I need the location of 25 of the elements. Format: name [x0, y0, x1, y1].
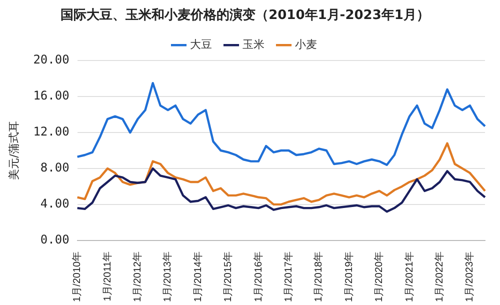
x-tick-label: 1月/2010年	[71, 251, 84, 302]
x-tick-label: 1月/2019年	[342, 251, 355, 302]
y-tick-label: 12.00	[33, 124, 70, 139]
y-tick-label: 0.00	[40, 232, 70, 247]
y-tick-label: 8.00	[40, 160, 70, 175]
x-tick-label: 1月/2011年	[101, 251, 114, 302]
legend-label: 玉米	[242, 38, 264, 51]
chart-title: 国际大豆、玉米和小麦价格的演变（2010年1月-2023年1月）	[60, 7, 430, 24]
x-tick-label: 1月/2017年	[282, 251, 294, 302]
y-tick-label: 16.00	[33, 88, 70, 103]
x-tick-label: 1月/2016年	[252, 251, 264, 302]
x-tick-label: 1月/2015年	[222, 251, 234, 302]
legend-label: 大豆	[190, 38, 212, 51]
legend-label: 小麦	[294, 38, 317, 51]
x-tick-label: 1月/2018年	[312, 251, 325, 302]
y-tick-label: 20.00	[33, 52, 70, 67]
x-tick-label: 1月/2020年	[373, 251, 386, 302]
y-tick-label: 4.00	[40, 196, 70, 211]
x-tick-label: 1月/2021年	[403, 251, 416, 302]
y-axis-title: 美元/蒲式耳	[7, 121, 20, 180]
x-tick-label: 1月/2012年	[131, 251, 144, 302]
x-tick-label: 1月/2013年	[162, 251, 174, 302]
x-tick-label: 1月/2014年	[192, 251, 204, 302]
x-tick-label: 1月/2023年	[464, 251, 476, 302]
x-tick-label: 1月/2022年	[433, 251, 446, 302]
